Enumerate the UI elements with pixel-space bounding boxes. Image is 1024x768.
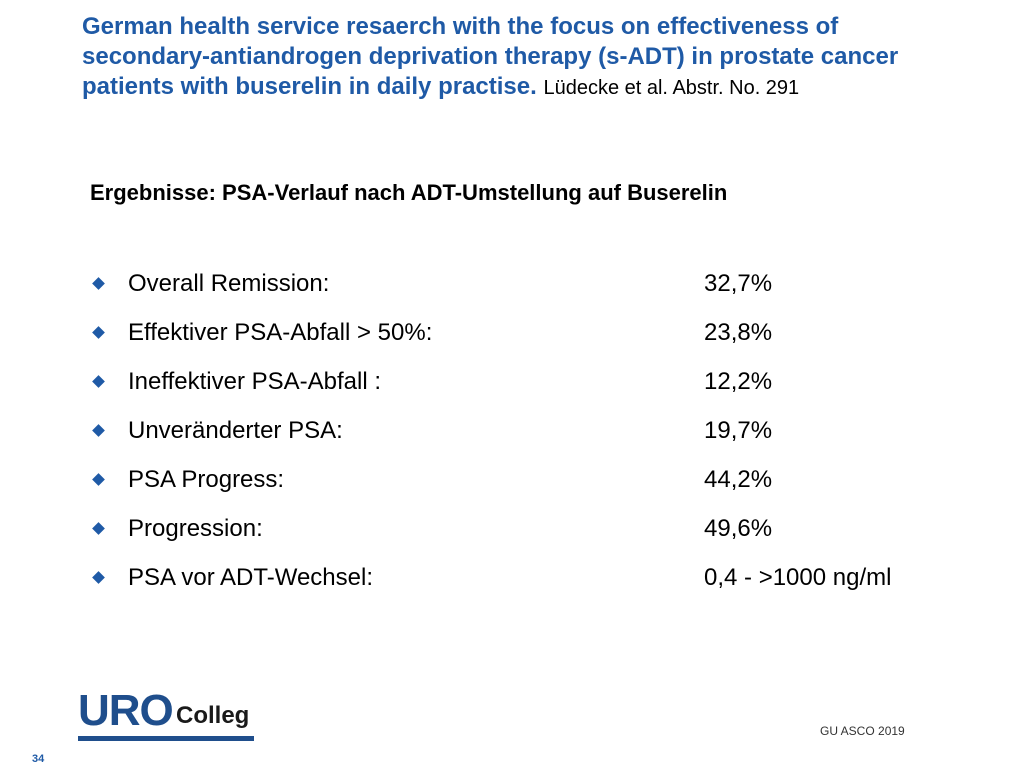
result-label: Effektiver PSA-Abfall > 50%:: [128, 319, 433, 346]
conference-label: GU ASCO 2019: [820, 724, 905, 738]
result-label: Overall Remission:: [128, 270, 330, 297]
result-label: Ineffektiver PSA-Abfall :: [128, 368, 382, 395]
diamond-bullet-icon: [92, 277, 105, 290]
diamond-bullet-icon: [92, 326, 105, 339]
logo-text-colleg: Colleg: [176, 702, 250, 729]
result-label: PSA vor ADT-Wechsel:: [128, 564, 373, 591]
list-item: Effektiver PSA-Abfall > 50%: 23,8%: [90, 315, 970, 364]
list-item: Overall Remission: 32,7%: [90, 266, 970, 315]
diamond-bullet-icon: [92, 571, 105, 584]
result-value: 49,6%: [704, 515, 773, 542]
result-value: 12,2%: [704, 368, 773, 395]
diamond-bullet-icon: [92, 375, 105, 388]
diamond-bullet-icon: [92, 424, 105, 437]
result-label: PSA Progress:: [128, 466, 285, 493]
diamond-bullet-icon: [92, 522, 105, 535]
result-label: Unveränderter PSA:: [128, 417, 343, 444]
slide-header: German health service resaerch with the …: [82, 12, 962, 103]
logo-text-uro: URO: [78, 686, 174, 735]
result-value: 0,4 - >1000 ng/ml: [704, 564, 892, 591]
page-number: 34: [32, 753, 45, 765]
logo-underline: [78, 736, 254, 741]
list-item: PSA vor ADT-Wechsel: 0,4 - >1000 ng/ml: [90, 560, 970, 609]
slide-title: German health service resaerch with the …: [82, 13, 899, 100]
list-item: Ineffektiver PSA-Abfall : 12,2%: [90, 364, 970, 413]
diamond-bullet-icon: [92, 473, 105, 486]
results-list: Overall Remission: 32,7% Effektiver PSA-…: [90, 266, 970, 609]
result-value: 32,7%: [704, 270, 773, 297]
urocolleg-logo: URO Colleg: [78, 688, 258, 746]
list-item: PSA Progress: 44,2%: [90, 462, 970, 511]
section-subtitle: Ergebnisse: PSA-Verlauf nach ADT-Umstell…: [90, 180, 728, 205]
list-item: Progression: 49,6%: [90, 511, 970, 560]
result-value: 23,8%: [704, 319, 773, 346]
result-value: 44,2%: [704, 466, 773, 493]
slide-citation: Lüdecke et al. Abstr. No. 291: [543, 77, 800, 99]
result-label: Progression:: [128, 515, 263, 542]
list-item: Unveränderter PSA: 19,7%: [90, 413, 970, 462]
result-value: 19,7%: [704, 417, 773, 444]
